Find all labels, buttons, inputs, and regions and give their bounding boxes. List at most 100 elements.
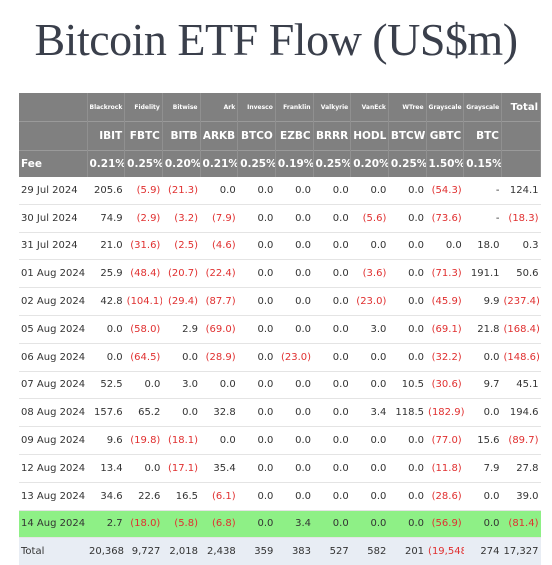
flow-cell: (22.4) [200,259,238,289]
issuer-header: Valkyrie [313,93,352,122]
flow-cell: 0.0 [313,371,351,400]
flow-cell: 0.0 [388,454,427,483]
flow-cell: (2.5) [162,232,201,261]
row-total: 50.6 [501,259,541,289]
flow-cell: 52.5 [87,371,125,400]
flow-cell: 0.0 [275,177,314,205]
flow-cell: (21.3) [162,177,201,205]
flow-cell: 3.0 [350,315,389,344]
flow-cell: (30.6) [426,371,464,400]
total-cell: 2,018 [162,537,201,565]
flow-cell: 0.0 [313,204,351,233]
flow-cell: 0.0 [313,315,351,344]
fee-cell: 0.25% [124,150,163,177]
row-date: 01 Aug 2024 [19,259,87,289]
totals-label: Total [19,537,87,565]
flow-cell: (18.0) [124,510,163,539]
flow-cell: (4.6) [200,232,238,261]
flow-cell: 0.0 [200,426,238,455]
flow-cell: 0.0 [237,177,276,205]
fee-cell: 0.21% [200,150,239,177]
fee-cell: 0.25% [313,150,352,177]
fee-cell: 0.19% [275,150,314,177]
issuer-header: Grayscale [463,93,502,122]
row-date: 31 Jul 2024 [19,232,87,261]
flow-cell: 205.6 [87,177,125,205]
flow-cell: 0.0 [388,177,427,205]
flow-cell: 0.0 [237,426,276,455]
flow-cell: 0.0 [275,454,314,483]
flow-cell: 65.2 [124,398,163,428]
flow-cell: (19.8) [124,426,163,455]
row-date: 09 Aug 2024 [19,426,87,455]
flow-cell: 0.0 [313,177,351,205]
flow-cell: 118.5 [388,398,427,428]
flow-cell: 0.0 [388,510,427,539]
ticker-header: EZBC [275,121,314,151]
flow-cell: 18.0 [463,232,502,261]
flow-cell: 25.9 [87,259,125,289]
issuer-header: Bitwise [162,93,201,122]
flow-cell: 0.0 [162,343,201,372]
flow-cell: 0.0 [388,482,427,511]
header-corner [19,93,88,122]
flow-cell: 0.0 [313,426,351,455]
flow-cell: 0.0 [237,398,276,428]
ticker-header-row: IBIT FBTC BITB ARKB BTCO EZBC BRRR HODL BTCW GBTC… [19,121,541,151]
ticker-header: BTCW [388,121,427,151]
flow-cell: 32.8 [200,398,238,428]
flow-cell: (28.9) [200,343,238,372]
flow-cell: 0.0 [275,204,314,233]
flow-cell: 0.0 [124,371,163,400]
flow-cell: (73.6) [426,204,464,233]
row-total: 0.3 [501,232,541,261]
flow-cell: 0.0 [237,232,276,261]
flow-cell: 0.0 [313,398,351,428]
flow-cell: 0.0 [350,454,389,483]
row-date: 13 Aug 2024 [19,482,87,511]
flow-cell: 0.0 [275,232,314,261]
flow-cell: (58.0) [124,315,163,344]
row-date: 08 Aug 2024 [19,398,87,428]
flow-cell: 0.0 [388,259,427,289]
flow-cell: 191.1 [463,259,502,289]
etf-flow-table: Blackrock Fidelity Bitwise Ark Invesco Frankl… [19,93,541,565]
table-row: 08 Aug 2024 157.6 65.2 0.0 32.8 0.0 0.0 0.0 3.4 1… [19,398,541,428]
flow-cell: 0.0 [388,204,427,233]
flow-cell: 7.9 [463,454,502,483]
total-cell: 582 [350,537,389,565]
flow-cell: 0.0 [275,398,314,428]
flow-cell: (56.9) [426,510,464,539]
flow-cell: (77.0) [426,426,464,455]
row-total: (237.4) [501,287,541,316]
flow-cell: 0.0 [388,232,427,261]
flow-cell: 35.4 [200,454,238,483]
row-total: 194.6 [501,398,541,428]
issuer-header: Grayscale [426,93,465,122]
flow-cell: 0.0 [350,343,389,372]
flow-cell: (17.1) [162,454,201,483]
flow-cell: (6.8) [200,510,238,539]
flow-cell: (20.7) [162,259,201,289]
flow-cell: 3.4 [350,398,389,428]
row-total: 45.1 [501,371,541,400]
ticker-header: BITB [162,121,201,151]
flow-cell: 0.0 [275,259,314,289]
ticker-header: ARKB [200,121,239,151]
row-date: 05 Aug 2024 [19,315,87,344]
flow-cell: 9.6 [87,426,125,455]
issuer-header: Ark [200,93,239,122]
flow-cell: 0.0 [388,343,427,372]
table-row: 07 Aug 2024 52.5 0.0 3.0 0.0 0.0 0.0 0.0 0.0 10.5… [19,371,541,400]
grand-total: 17,327 [501,537,541,565]
table-row: 13 Aug 2024 34.6 22.6 16.5 (6.1) 0.0 0.0 0.0 0.0… [19,482,541,511]
table-row: 02 Aug 2024 42.8 (104.1) (29.4) (87.7) 0.0 0.0… [19,287,541,316]
flow-cell: (87.7) [200,287,238,316]
flow-cell: 0.0 [237,204,276,233]
flow-cell: (69.1) [426,315,464,344]
flow-cell: (64.5) [124,343,163,372]
flow-cell: (54.3) [426,177,464,205]
flow-cell: 42.8 [87,287,125,316]
ticker-header: BTC [463,121,502,151]
flow-cell: 0.0 [237,315,276,344]
